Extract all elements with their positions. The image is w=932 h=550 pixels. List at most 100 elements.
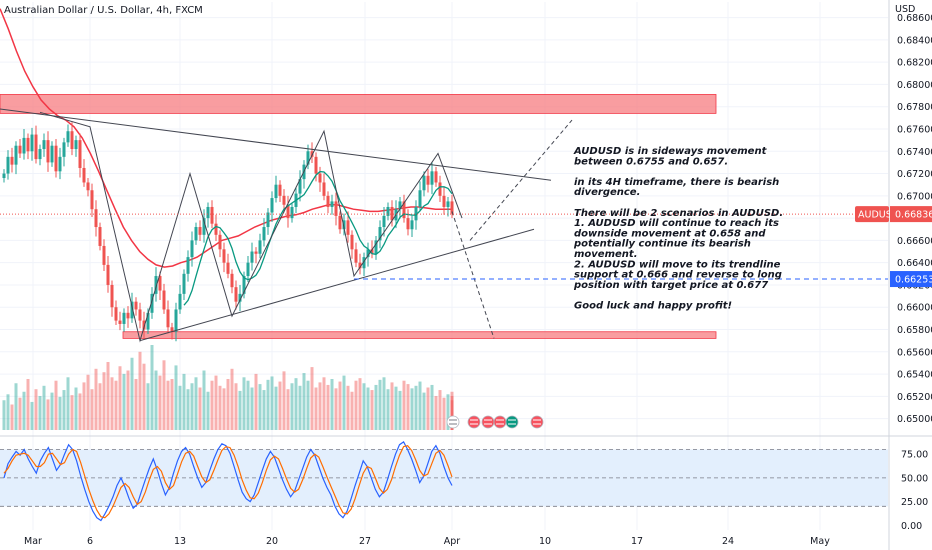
- volume-bar: [330, 379, 334, 430]
- volume-bar: [186, 389, 190, 430]
- volume-bar: [302, 373, 306, 430]
- volume-bar: [142, 363, 146, 430]
- flag-icon: [481, 415, 495, 429]
- volume-bar: [410, 388, 414, 430]
- candle-body: [46, 140, 50, 163]
- volume-bar: [2, 400, 6, 430]
- volume-bar: [298, 385, 302, 430]
- time-tick-label: Mar: [24, 536, 42, 547]
- event-icon[interactable]: [446, 415, 460, 429]
- price-badge: [890, 206, 932, 223]
- flag-icon: [530, 415, 544, 429]
- volume-bar: [58, 396, 62, 430]
- volume-bar: [62, 390, 66, 430]
- volume-bar: [418, 381, 422, 430]
- trend-drawings[interactable]: [0, 108, 888, 343]
- candle-body: [350, 234, 354, 250]
- candle-body: [42, 140, 46, 150]
- volume-bar: [294, 378, 298, 430]
- candle-body: [334, 201, 338, 216]
- event-icon[interactable]: [481, 415, 495, 429]
- volume-bar: [178, 385, 182, 430]
- stochastic-k-line: [3, 441, 453, 522]
- volume-bar: [286, 389, 290, 430]
- volume-bar: [382, 377, 386, 430]
- candle-body: [230, 273, 234, 288]
- candle-body: [362, 257, 366, 269]
- volume-bar: [398, 390, 402, 430]
- volume-bar: [10, 404, 14, 430]
- candle-body: [422, 175, 426, 191]
- volume-bar: [118, 366, 122, 430]
- volume-bars: [2, 345, 454, 430]
- time-axis[interactable]: Mar 6 13 20 27 Apr 10 17 24 May: [24, 536, 830, 547]
- event-icon[interactable]: [493, 415, 507, 429]
- volume-bar: [130, 357, 134, 430]
- candle-body: [310, 151, 314, 157]
- price-tick-label: 0.65000: [897, 414, 932, 425]
- volume-bar: [54, 380, 58, 430]
- volume-bar: [226, 379, 230, 430]
- zigzag-pattern: [39, 111, 463, 343]
- candle-body: [142, 320, 146, 330]
- volume-bar: [182, 373, 186, 430]
- analysis-annotation[interactable]: AUDUSD is in sideways movement between 0.…: [573, 146, 783, 312]
- price-zone: [122, 331, 717, 339]
- volume-bar: [446, 394, 450, 430]
- volume-bar: [30, 401, 34, 430]
- candle-body: [374, 240, 378, 254]
- volume-bar: [450, 396, 454, 430]
- candle-body: [246, 262, 250, 277]
- candle-body: [170, 327, 174, 332]
- candle-body: [430, 171, 434, 185]
- candle-body: [186, 257, 190, 274]
- volume-bar: [246, 380, 250, 430]
- stochastic-d-line: [3, 445, 453, 519]
- candle-body: [298, 179, 302, 194]
- level-badge: [890, 271, 932, 288]
- volume-bar: [350, 391, 354, 430]
- candle-body: [134, 301, 138, 310]
- event-icon[interactable]: [530, 415, 544, 429]
- volume-bar: [422, 392, 426, 430]
- candle-body: [98, 227, 102, 246]
- annotation-line: Good luck and happy profit!: [574, 301, 732, 312]
- candle-body: [182, 273, 186, 294]
- volume-bar: [218, 385, 222, 430]
- volume-bar: [78, 393, 82, 430]
- volume-bar: [306, 380, 310, 430]
- volume-bar: [378, 379, 382, 430]
- chart-title: Australian Dollar / U.S. Dollar, 4h, FXC…: [4, 5, 203, 16]
- candle-body: [206, 206, 210, 219]
- volume-bar: [386, 389, 390, 430]
- volume-bar: [138, 351, 142, 430]
- candle-body: [70, 131, 74, 150]
- economic-event-icons[interactable]: [446, 415, 544, 429]
- event-icon[interactable]: [467, 415, 481, 429]
- time-tick-label: Apr: [444, 536, 461, 547]
- volume-bar: [46, 399, 50, 430]
- candle-body: [158, 276, 162, 291]
- volume-bar: [258, 384, 262, 430]
- level-badge-text: 0.66253: [895, 275, 932, 286]
- volume-bar: [66, 377, 70, 430]
- volume-bar: [314, 387, 318, 430]
- volume-bar: [214, 375, 218, 430]
- volume-bar: [270, 376, 274, 430]
- volume-bar: [162, 360, 166, 430]
- volume-bar: [406, 384, 410, 430]
- event-icon[interactable]: [505, 415, 519, 429]
- volume-bar: [102, 372, 106, 430]
- volume-bar: [414, 385, 418, 430]
- volume-bar: [362, 383, 366, 430]
- stochastic-tick-label: 75.00: [901, 450, 928, 461]
- candle-body: [58, 156, 62, 172]
- candle-body: [102, 245, 106, 265]
- flag-icon: [505, 415, 519, 429]
